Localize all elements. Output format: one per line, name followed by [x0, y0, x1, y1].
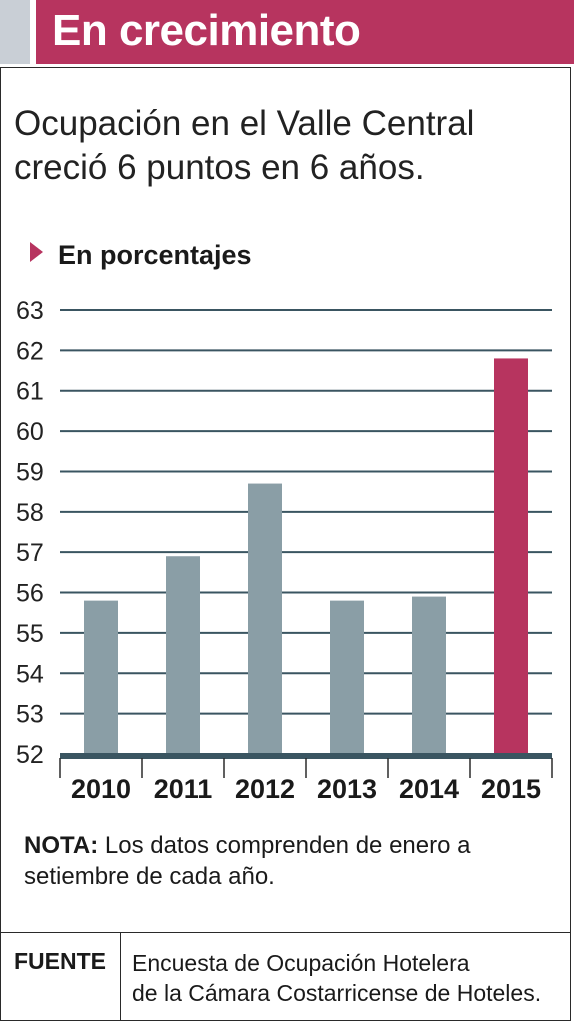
x-tick-label: 2015 [481, 774, 541, 804]
y-tick-label: 53 [16, 701, 44, 729]
y-tick-label: 58 [16, 499, 44, 527]
bar [84, 600, 118, 754]
header-title: En crecimiento [52, 6, 361, 55]
source-separator [0, 932, 571, 933]
bar [412, 596, 446, 754]
y-tick-label: 59 [16, 458, 44, 486]
x-tick-label: 2012 [235, 774, 295, 804]
subhead: En porcentajes [58, 240, 252, 270]
source-line-1: Encuesta de Ocupación Hotelera [132, 950, 470, 976]
x-tick-label: 2014 [399, 774, 459, 804]
note: NOTA: Los datos comprenden de enero a se… [24, 830, 554, 892]
y-tick-label: 54 [16, 660, 44, 688]
source-label: FUENTE [14, 948, 106, 974]
x-tick-label: 2010 [71, 774, 131, 804]
header-bar: En crecimiento [36, 0, 574, 64]
bar-chart: 52 53 54 55 56 57 58 59 60 61 62 63 2010 2011 2012 2013… [16, 297, 553, 804]
x-tick-label: 2013 [317, 774, 377, 804]
y-tick-label: 63 [16, 297, 44, 325]
bar [330, 600, 364, 754]
y-tick-label: 56 [16, 580, 44, 608]
note-label: NOTA: [24, 832, 99, 859]
header-accent [0, 0, 30, 64]
y-tick-label: 57 [16, 539, 44, 567]
bar [166, 556, 200, 754]
y-tick-label: 62 [16, 337, 44, 365]
infographic-frame [0, 67, 571, 1021]
y-tick-label: 61 [16, 378, 44, 406]
y-tick-label: 60 [16, 418, 44, 446]
y-tick-label: 55 [16, 620, 44, 648]
y-tick-label: 52 [16, 741, 44, 769]
note-text: Los datos comprenden de enero a setiembr… [24, 832, 471, 890]
triangle-marker-icon [30, 242, 43, 262]
bar [248, 483, 282, 754]
x-tick-label: 2011 [154, 774, 213, 804]
headline: Ocupación en el Valle Central creció 6 p… [14, 104, 475, 187]
source-line-2: de la Cámara Costarricense de Hoteles. [132, 980, 542, 1006]
bar [494, 358, 528, 754]
source-divider [120, 933, 121, 1021]
x-axis-line [60, 753, 552, 759]
source-text: Encuesta de Ocupación Hotelera de la Cám… [132, 948, 562, 1008]
